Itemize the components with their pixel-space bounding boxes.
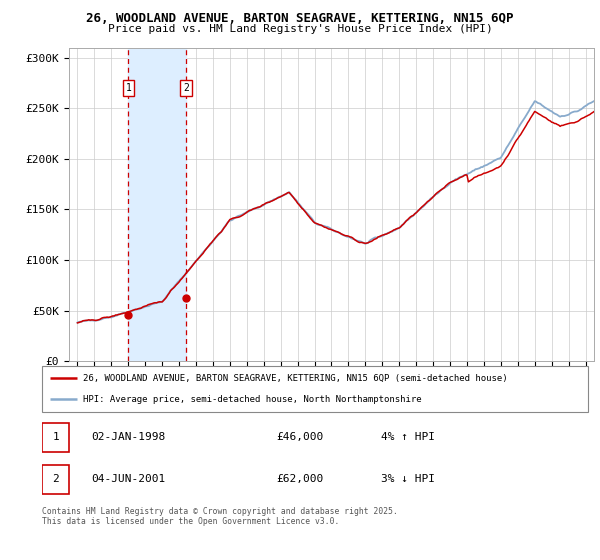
FancyBboxPatch shape bbox=[122, 80, 134, 96]
Text: 2: 2 bbox=[52, 474, 59, 484]
Text: £62,000: £62,000 bbox=[277, 474, 324, 484]
FancyBboxPatch shape bbox=[180, 80, 192, 96]
FancyBboxPatch shape bbox=[42, 423, 70, 451]
Text: Price paid vs. HM Land Registry's House Price Index (HPI): Price paid vs. HM Land Registry's House … bbox=[107, 24, 493, 34]
Text: 26, WOODLAND AVENUE, BARTON SEAGRAVE, KETTERING, NN15 6QP: 26, WOODLAND AVENUE, BARTON SEAGRAVE, KE… bbox=[86, 12, 514, 25]
Text: 3% ↓ HPI: 3% ↓ HPI bbox=[380, 474, 434, 484]
FancyBboxPatch shape bbox=[42, 465, 70, 494]
Text: £46,000: £46,000 bbox=[277, 432, 324, 442]
Text: 26, WOODLAND AVENUE, BARTON SEAGRAVE, KETTERING, NN15 6QP (semi-detached house): 26, WOODLAND AVENUE, BARTON SEAGRAVE, KE… bbox=[83, 374, 508, 382]
Text: 1: 1 bbox=[125, 83, 131, 94]
Text: HPI: Average price, semi-detached house, North Northamptonshire: HPI: Average price, semi-detached house,… bbox=[83, 395, 422, 404]
FancyBboxPatch shape bbox=[42, 366, 588, 412]
Text: Contains HM Land Registry data © Crown copyright and database right 2025.
This d: Contains HM Land Registry data © Crown c… bbox=[42, 507, 398, 526]
Text: 04-JUN-2001: 04-JUN-2001 bbox=[91, 474, 166, 484]
Text: 02-JAN-1998: 02-JAN-1998 bbox=[91, 432, 166, 442]
Text: 4% ↑ HPI: 4% ↑ HPI bbox=[380, 432, 434, 442]
Text: 2: 2 bbox=[183, 83, 189, 94]
Text: 1: 1 bbox=[52, 432, 59, 442]
Bar bbox=[128, 48, 186, 361]
